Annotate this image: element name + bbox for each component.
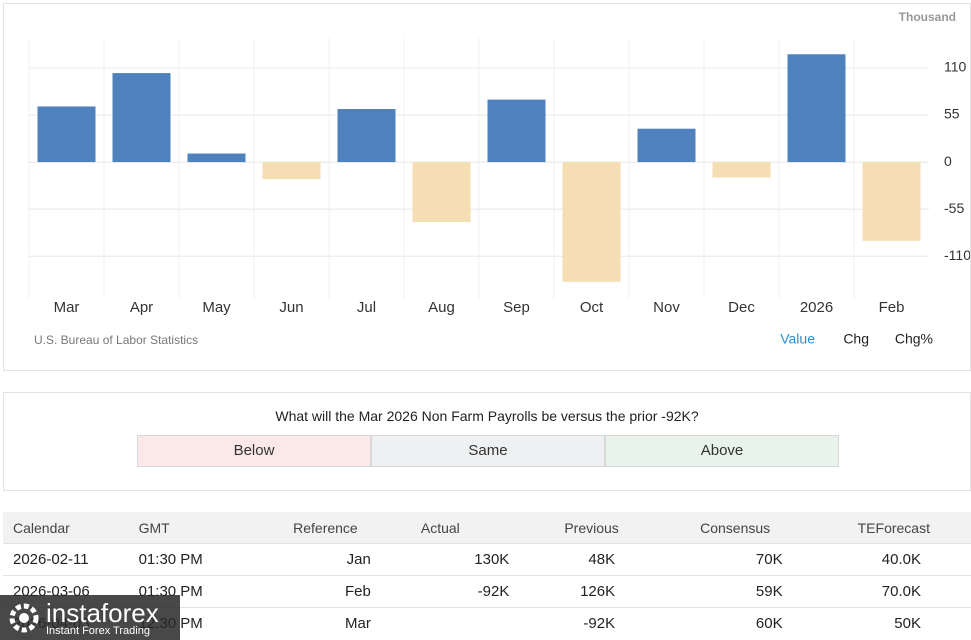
chart-tab[interactable]: Chg	[843, 331, 869, 347]
column-header: Previous	[519, 512, 656, 544]
source: U.S. Bureau of Labor Statistics	[34, 333, 198, 347]
bar	[337, 109, 396, 163]
bar	[262, 162, 321, 180]
table-cell: 130K	[380, 543, 520, 576]
table-cell: 70K	[655, 543, 813, 576]
x-tick-label: Jul	[357, 299, 376, 316]
column-header: TEForecast	[812, 512, 971, 544]
watermark-brand: instaforex	[46, 598, 159, 628]
bar	[562, 162, 621, 282]
table-cell: 40.0K	[812, 543, 971, 576]
column-header: GMT	[138, 512, 244, 544]
table-cell: 2026-02-11	[3, 543, 139, 576]
x-tick-label: Nov	[653, 299, 680, 316]
chart-panel: Thousand 110 55 0 -55 -110 Mar Apr May Jun Jul Aug S…	[3, 3, 971, 371]
poll-panel: What will the Mar 2026 Non Farm Payrolls…	[3, 392, 971, 491]
poll-option[interactable]: Below	[137, 435, 371, 467]
table-cell: -92K	[519, 607, 656, 639]
x-tick-label: 2026	[800, 299, 833, 316]
bar	[37, 106, 96, 163]
x-tick-label: Sep	[503, 299, 530, 316]
watermark: instaforex Instant Forex Trading	[0, 595, 180, 640]
table-cell: 60K	[655, 607, 813, 639]
chart-tab[interactable]: Value	[780, 331, 815, 347]
table-cell: 70.0K	[812, 575, 971, 608]
poll-question: What will the Mar 2026 Non Farm Payrolls…	[275, 408, 699, 424]
x-tick-label: Feb	[879, 299, 905, 316]
x-tick-label: Apr	[130, 299, 153, 316]
table-cell: Jan	[243, 543, 381, 576]
y-tick-label: 0	[944, 153, 952, 169]
table-cell: 50K	[812, 607, 971, 639]
bar	[862, 162, 921, 241]
table-cell: 01:30 PM	[138, 543, 244, 576]
table-cell: 126K	[519, 575, 656, 608]
bar	[112, 73, 171, 163]
y-tick-label: -110	[944, 247, 970, 263]
unit-label: Thousand	[899, 10, 956, 24]
x-tick-label: May	[202, 299, 231, 316]
chart-tab[interactable]: Chg%	[895, 331, 933, 347]
poll-option[interactable]: Above	[605, 435, 839, 467]
table-cell: -92K	[380, 575, 520, 608]
bar	[712, 162, 771, 178]
watermark-tagline: Instant Forex Trading	[46, 625, 150, 637]
bar	[787, 54, 846, 163]
bar	[637, 128, 696, 163]
table-cell	[380, 607, 520, 639]
x-tick-label: Mar	[54, 299, 80, 316]
column-header: Consensus	[655, 512, 813, 544]
y-tick-label: 55	[944, 106, 960, 122]
bar	[187, 153, 246, 163]
table-cell: Mar	[243, 607, 381, 639]
watermark-logo	[9, 603, 39, 633]
table-cell: 48K	[519, 543, 656, 576]
table-row: 2026-03-06 01:30 PM Feb -92K 126K 59K 70.0K	[3, 575, 971, 608]
x-tick-label: Aug	[428, 299, 455, 316]
x-tick-label: Oct	[580, 299, 604, 316]
poll-option[interactable]: Same	[371, 435, 605, 467]
table-row: 2026-02-11 01:30 PM Jan 130K 48K 70K 40.0K	[3, 543, 971, 576]
table-cell: 59K	[655, 575, 813, 608]
x-tick-label: Dec	[728, 299, 755, 316]
column-header: Calendar	[3, 512, 139, 544]
column-header: Actual	[380, 512, 520, 544]
table-cell: Feb	[243, 575, 381, 608]
y-tick-label: 110	[944, 59, 967, 75]
bar	[412, 162, 471, 222]
column-header: Reference	[243, 512, 381, 544]
bar	[487, 99, 546, 163]
x-tick-label: Jun	[279, 299, 303, 316]
y-tick-label: -55	[944, 200, 964, 216]
chart: Thousand 110 55 0 -55 -110 Mar Apr May Jun Jul Aug S…	[28, 10, 970, 347]
